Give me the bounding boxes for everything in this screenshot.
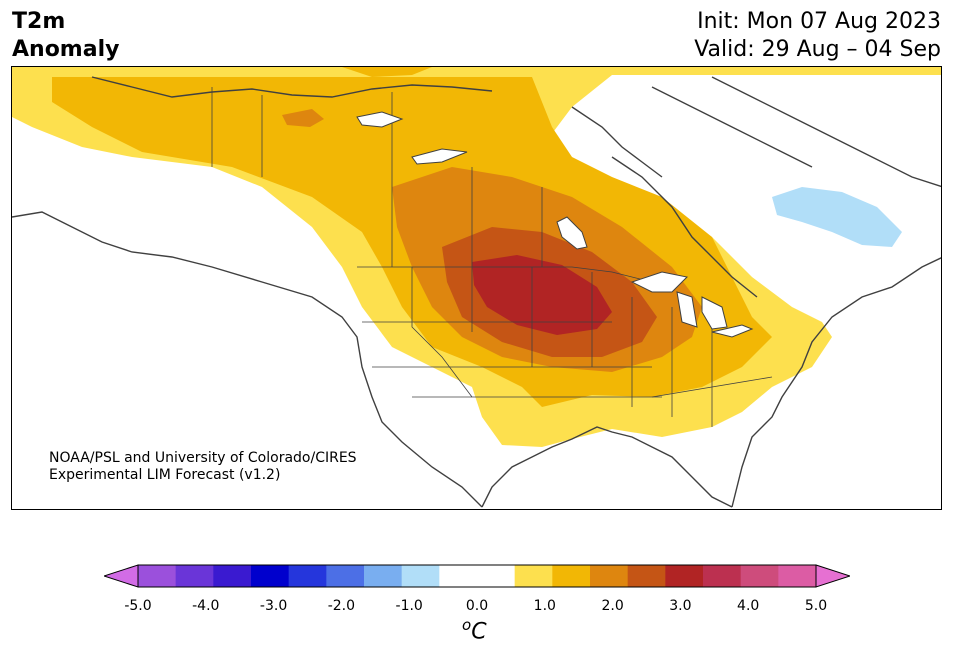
colorbar-tick-label: -1.0	[395, 598, 423, 614]
colorbar-tick-label: 2.0	[601, 598, 624, 614]
colorbar-cell	[439, 565, 478, 587]
colorbar-unit: oC	[462, 616, 487, 644]
colorbar-tick-label: -4.0	[192, 598, 220, 614]
map-panel	[11, 66, 942, 510]
colorbar-tick-label: -2.0	[327, 598, 356, 614]
title-line-anomaly: Anomaly	[12, 37, 120, 62]
colorbar-tick-label: 1.0	[533, 598, 556, 614]
colorbar-cell	[213, 565, 252, 587]
anomaly-fill-cold-quebec	[772, 187, 902, 247]
unit-letter: C	[471, 619, 487, 645]
credit-line-1: NOAA/PSL and University of Colorado/CIRE…	[49, 450, 357, 466]
colorbar-cell	[326, 565, 365, 587]
colorbar-extend-low	[104, 564, 139, 588]
colorbar-cell	[740, 565, 779, 587]
colorbar-cell	[778, 565, 817, 587]
coastlines	[12, 76, 941, 508]
colorbar-tick-label: -5.0	[124, 598, 152, 614]
anomaly-fill-1.5-2-nwt	[282, 109, 324, 127]
colorbar-cell	[138, 565, 177, 587]
colorbar-tick-label: 4.0	[737, 598, 760, 614]
title-line-variable: T2m	[12, 9, 66, 34]
colorbar-cell	[175, 565, 214, 587]
unit-degree: o	[462, 616, 472, 634]
colorbar-tick-label: 3.0	[669, 598, 692, 614]
colorbar-cell	[552, 565, 591, 587]
map-title: T2m Anomaly	[12, 8, 119, 64]
anomaly-fill-2.5-3	[472, 255, 612, 335]
colorbar-cell	[627, 565, 666, 587]
colorbar-tick-label: -3.0	[259, 598, 288, 614]
lakes	[356, 111, 754, 338]
colorbar-cell	[590, 565, 629, 587]
colorbar-tick-label: 0.0	[465, 598, 489, 614]
colorbar	[104, 564, 850, 588]
colorbar-border	[137, 564, 817, 588]
colorbar-cell	[514, 565, 553, 587]
colorbar-cell	[665, 565, 704, 587]
anomaly-fill-1-1.5-north	[342, 67, 432, 77]
init-date: Init: Mon 07 Aug 2023	[697, 9, 941, 34]
colorbar-extend-high	[815, 564, 850, 588]
credit-line-2: Experimental LIM Forecast (v1.2)	[49, 467, 281, 483]
valid-dates: Valid: 29 Aug – 04 Sep	[694, 37, 941, 62]
colorbar-cell	[703, 565, 742, 587]
political-borders	[211, 87, 773, 427]
colorbar-cell	[401, 565, 440, 587]
colorbar-tick-label: 5.0	[804, 598, 828, 614]
colorbar-cell	[364, 565, 403, 587]
colorbar-cell	[477, 565, 516, 587]
colorbar-cell	[251, 565, 290, 587]
forecast-dates: Init: Mon 07 Aug 2023 Valid: 29 Aug – 04…	[694, 8, 941, 64]
colorbar-cell	[288, 565, 327, 587]
data-credit: NOAA/PSL and University of Colorado/CIRE…	[49, 450, 357, 484]
anomaly-map	[12, 67, 941, 508]
